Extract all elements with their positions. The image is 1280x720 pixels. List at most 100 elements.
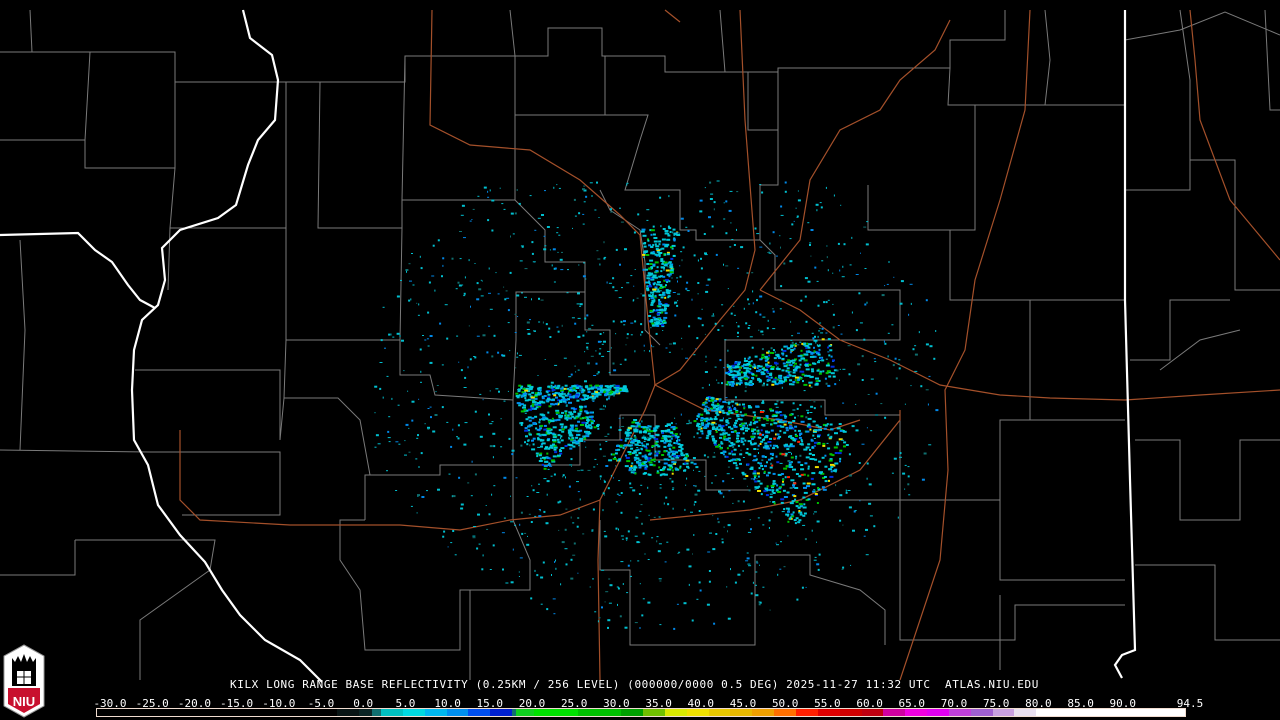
echo-pixel — [621, 287, 623, 289]
echo-pixel — [618, 458, 621, 461]
echo-pixel — [546, 480, 550, 483]
echo-pixel — [548, 327, 551, 330]
echo-pixel — [538, 404, 542, 406]
echo-pixel — [747, 357, 750, 360]
echo-pixel — [512, 233, 515, 235]
echo-pixel — [799, 404, 802, 406]
echo-pixel — [733, 407, 736, 409]
echo-pixel — [663, 279, 667, 282]
echo-pixel — [642, 253, 646, 256]
echo-pixel — [704, 333, 706, 335]
echo-pixel — [600, 478, 601, 480]
echo-pixel — [660, 473, 664, 476]
echo-pixel — [540, 576, 544, 579]
echo-pixel — [589, 182, 593, 184]
echo-pixel — [712, 401, 715, 404]
echo-pixel — [798, 511, 803, 514]
echo-pixel — [848, 474, 852, 477]
echo-pixel — [593, 466, 596, 468]
echo-pixel — [646, 449, 651, 452]
echo-pixel — [766, 351, 770, 354]
echo-pixel — [590, 355, 594, 357]
echo-pixel — [647, 239, 650, 242]
echo-pixel — [712, 426, 716, 429]
echo-pixel — [656, 309, 660, 312]
echo-pixel — [766, 474, 769, 477]
echo-pixel — [809, 449, 811, 451]
echo-pixel — [591, 324, 594, 326]
echo-pixel — [807, 222, 810, 224]
echo-pixel — [661, 238, 666, 241]
echo-pixel — [608, 282, 612, 284]
echo-pixel — [782, 353, 785, 356]
echo-pixel — [756, 562, 759, 564]
echo-pixel — [377, 443, 381, 445]
echo-pixel — [749, 368, 752, 371]
echo-pixel — [649, 320, 653, 323]
echo-pixel — [809, 244, 811, 246]
colorbar-tick-label: -5.0 — [307, 697, 335, 710]
echo-pixel — [577, 369, 580, 371]
echo-pixel — [561, 428, 565, 431]
echo-pixel — [726, 365, 730, 368]
echo-pixel — [615, 501, 618, 503]
echo-pixel — [575, 427, 579, 430]
echo-pixel — [739, 462, 742, 465]
echo-pixel — [468, 325, 470, 327]
echo-pixel — [820, 357, 823, 360]
echo-pixel — [719, 436, 722, 439]
echo-pixel — [665, 435, 670, 438]
echo-pixel — [531, 391, 535, 394]
echo-pixel — [779, 486, 782, 489]
echo-pixel — [772, 501, 776, 503]
echo-pixel — [633, 465, 637, 468]
echo-pixel — [774, 351, 776, 354]
echo-pixel — [625, 456, 630, 459]
echo-pixel — [379, 362, 383, 363]
echo-pixel — [748, 489, 751, 492]
echo-pixel — [609, 584, 613, 587]
echo-pixel — [910, 302, 912, 305]
echo-pixel — [578, 433, 581, 436]
echo-pixel — [514, 332, 517, 333]
echo-pixel — [729, 383, 731, 386]
echo-pixel — [626, 539, 628, 541]
echo-pixel — [723, 526, 725, 528]
echo-pixel — [717, 329, 720, 331]
echo-pixel — [660, 225, 662, 228]
echo-pixel — [643, 256, 645, 258]
echo-pixel — [803, 448, 808, 451]
echo-pixel — [721, 425, 725, 427]
echo-pixel — [537, 402, 542, 404]
echo-pixel — [643, 350, 645, 352]
echo-pixel — [620, 511, 623, 514]
echo-pixel — [673, 237, 676, 240]
echo-pixel — [634, 622, 638, 624]
echo-pixel — [759, 436, 762, 439]
echo-pixel — [653, 240, 658, 243]
echo-pixel — [419, 255, 421, 258]
echo-pixel — [732, 378, 735, 381]
echo-pixel — [634, 439, 639, 442]
echo-pixel — [669, 264, 673, 267]
echo-pixel — [630, 425, 634, 428]
echo-pixel — [747, 440, 752, 443]
echo-pixel — [579, 410, 583, 413]
echo-pixel — [745, 386, 747, 388]
echo-pixel — [487, 219, 490, 222]
echo-pixel — [663, 261, 668, 264]
echo-pixel — [705, 417, 709, 420]
echo-pixel — [451, 495, 453, 498]
echo-pixel — [713, 201, 716, 204]
colorbar-tick-label: 5.0 — [395, 697, 416, 710]
echo-pixel — [655, 425, 660, 428]
echo-pixel — [730, 459, 734, 462]
colorbar-tick-label: 45.0 — [729, 697, 757, 710]
echo-pixel — [620, 561, 624, 563]
echo-pixel — [501, 354, 504, 357]
echo-pixel — [663, 502, 665, 505]
echo-pixel — [719, 359, 722, 362]
echo-pixel — [435, 391, 437, 393]
echo-pixel — [779, 418, 783, 421]
echo-pixel — [749, 421, 752, 424]
